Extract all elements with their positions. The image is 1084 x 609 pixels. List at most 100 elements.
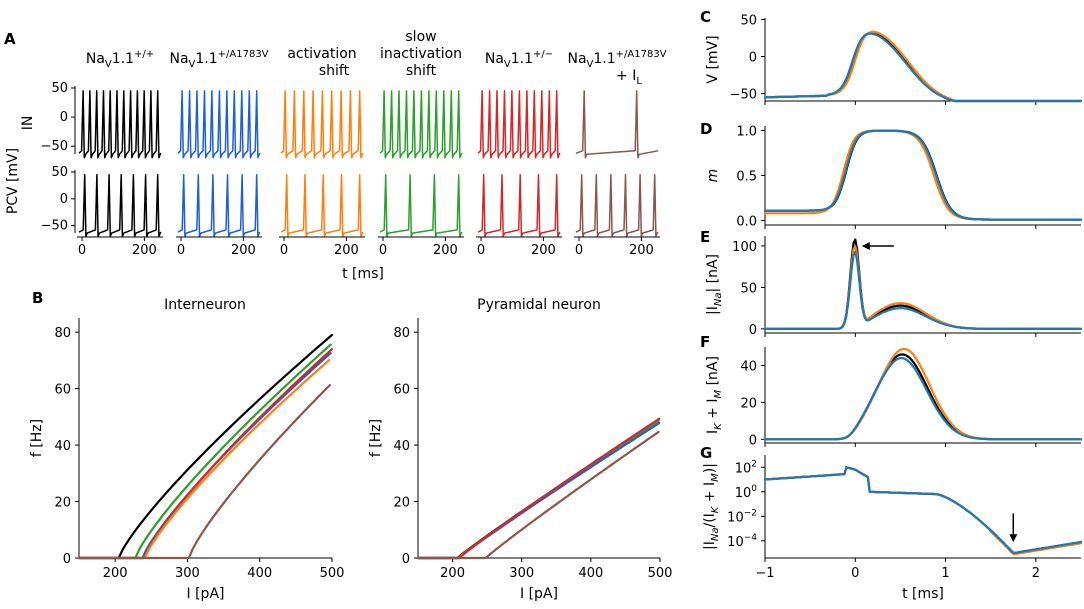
x-tick-label: 500 [648, 566, 673, 581]
panel-a-xtick-label: 200 [531, 243, 556, 258]
x-tick-label: 300 [175, 566, 200, 581]
x-tick-label: 200 [440, 566, 465, 581]
panel-a-ytick-label: 50 [51, 81, 68, 96]
x-tick-label: 1 [941, 566, 949, 581]
y-tick-label: −50 [730, 88, 757, 103]
chart-title: Interneuron [164, 297, 246, 313]
condition-label-line2: + IL [616, 68, 642, 87]
spike-trace-in [477, 90, 561, 159]
arrow-down-head [1009, 534, 1018, 543]
y-tick-label: 80 [54, 326, 71, 341]
ap-curve [763, 32, 1083, 103]
y-tick-label: 80 [393, 326, 410, 341]
fi-curve [77, 359, 331, 560]
panel-label-e: E [700, 228, 710, 246]
y-tick-label: 0 [749, 51, 757, 66]
panel-label-a: A [4, 30, 16, 48]
chart-title: Pyramidal neuron [477, 297, 601, 313]
ap-curve [763, 347, 1083, 441]
panel-a-row-label-pc: PC [5, 196, 21, 214]
y-tick-label: 0.0 [736, 215, 757, 230]
spike-trace-in [177, 90, 261, 159]
condition-label: NaV1.1+/− [485, 49, 553, 70]
ap-curve [763, 353, 1083, 441]
ap-curve [763, 466, 1083, 554]
y-tick-label: 0 [749, 323, 757, 338]
panel-a-xtick-label: 200 [231, 243, 256, 258]
y-axis-label: V [mV] [705, 35, 721, 83]
panel-a-xtick-label: 0 [177, 243, 185, 258]
panel-a-ytick-label: −50 [41, 139, 68, 154]
panel-a-xtick-label: 200 [334, 243, 359, 258]
y-tick-label: 40 [740, 359, 757, 374]
panel-label-d: D [700, 120, 712, 138]
y-tick-label: 0 [63, 552, 71, 567]
y-tick-label: 10−4 [727, 533, 757, 550]
panel-a-ytick-label: 50 [51, 165, 68, 180]
panel-b-fi-curves: Interneuron 0 20 40 60 80 200 300 400 500 I [pA] f … [29, 297, 672, 602]
ap-curve [763, 129, 1083, 221]
panel-label-c: C [700, 8, 711, 26]
y-tick-label: 100 [732, 240, 757, 255]
panel-label-b: B [32, 289, 43, 307]
panel-a-xtick-label: 0 [477, 243, 485, 258]
y-axis-label: m [705, 169, 721, 183]
ap-curve [763, 466, 1083, 554]
y-tick-label: 20 [393, 496, 410, 511]
spike-trace-pc [575, 173, 659, 238]
y-tick-label: 10−2 [727, 508, 757, 525]
spike-trace-in [78, 90, 162, 159]
y-tick-label: 1.0 [736, 125, 757, 140]
x-tick-label: 400 [247, 566, 272, 581]
y-axis-label: |INa/(IK + IM)| [702, 463, 721, 550]
y-tick-label: 40 [393, 439, 410, 454]
panel-label-f: F [700, 333, 710, 351]
panel-label-g: G [700, 444, 712, 462]
x-axis-label: I [pA] [187, 586, 225, 602]
panel-a-ylabel: V [mV] [5, 148, 21, 196]
y-tick-label: 60 [54, 383, 71, 398]
condition-label-line3: shift [406, 63, 437, 79]
x-tick-label: 500 [320, 566, 345, 581]
panel-a-xlabel: t [ms] [342, 266, 384, 282]
y-tick-label: 102 [735, 459, 757, 476]
panel-a-row-label-in: IN [20, 116, 36, 131]
panel-a-ytick-label: 0 [60, 192, 68, 207]
y-axis-label: |INa| [nA] [705, 254, 724, 315]
fi-curve [77, 384, 331, 560]
fi-curve [77, 343, 332, 560]
x-tick-label: −1 [755, 566, 774, 581]
condition-label-line2: shift [319, 63, 350, 79]
spike-trace-in [575, 90, 659, 159]
ap-curve [763, 245, 1083, 330]
y-tick-label: 50 [740, 13, 757, 28]
panel-a-xtick-label: 0 [379, 243, 387, 258]
ap-curve [763, 31, 1083, 103]
y-tick-label: 20 [54, 496, 71, 511]
panel-a-xtick-label: 0 [280, 243, 288, 258]
x-axis-label: t [ms] [902, 586, 944, 602]
x-tick-label: 400 [578, 566, 603, 581]
fi-curve [416, 430, 660, 560]
fi-curve [77, 333, 334, 560]
fi-curve [416, 419, 660, 560]
panel-a-xtick-label: 200 [629, 243, 654, 258]
y-axis-label: f [Hz] [368, 419, 384, 457]
x-tick-label: 200 [103, 566, 128, 581]
condition-label: NaV1.1+/+ [86, 49, 154, 70]
fi-curve [416, 417, 661, 560]
y-tick-label: 60 [393, 383, 410, 398]
spike-trace-pc [280, 173, 364, 238]
condition-label: NaV1.1+/A1783V [567, 49, 666, 70]
condition-label: NaV1.1+/A1783V [169, 49, 268, 70]
spike-trace-pc [177, 173, 261, 238]
y-tick-label: 40 [54, 439, 71, 454]
ap-curve [763, 250, 1083, 330]
panel-a-xtick-label: 0 [78, 243, 86, 258]
spike-trace-pc [379, 173, 463, 238]
condition-label: slow [405, 29, 436, 45]
fi-curve [77, 348, 334, 560]
spike-trace-in [280, 90, 364, 159]
